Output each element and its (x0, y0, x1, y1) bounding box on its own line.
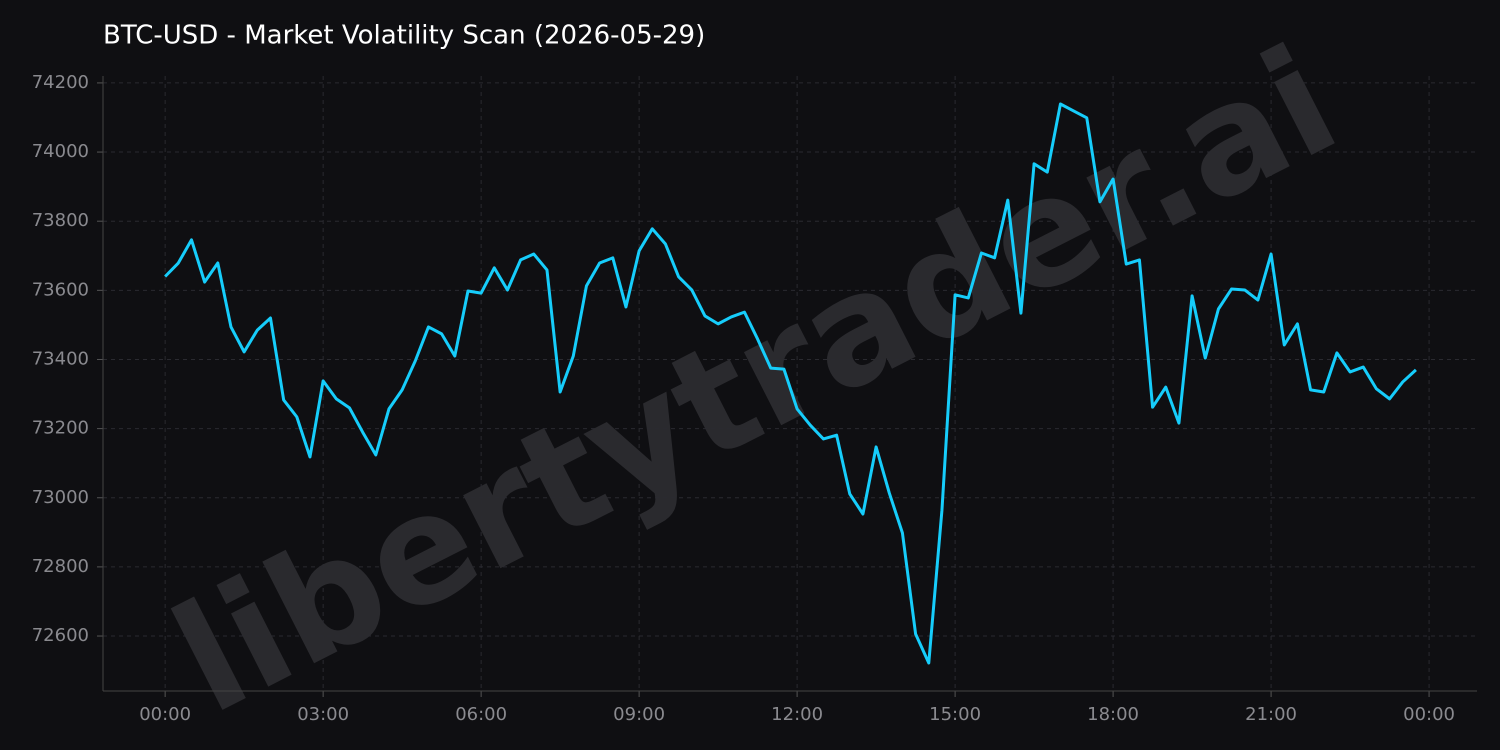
y-tick-label: 73200 (32, 418, 89, 439)
x-tick-label: 06:00 (455, 704, 507, 725)
x-tick-label: 09:00 (613, 704, 665, 725)
x-tick-label: 00:00 (1403, 704, 1455, 725)
x-tick-label: 00:00 (139, 704, 191, 725)
y-tick-label: 73000 (32, 487, 89, 508)
price-line (164, 102, 1417, 665)
x-tick-label: 15:00 (929, 704, 981, 725)
y-tick-label: 73400 (32, 348, 89, 369)
y-tick-label: 73800 (32, 210, 89, 231)
y-tick-label: 72600 (32, 625, 89, 646)
y-tick-label: 74000 (32, 141, 89, 162)
y-tick-label: 72800 (32, 556, 89, 577)
y-tick-label: 73600 (32, 279, 89, 300)
x-tick-label: 18:00 (1087, 704, 1139, 725)
x-tick-label: 21:00 (1245, 704, 1297, 725)
x-tick-label: 03:00 (297, 704, 349, 725)
y-tick-label: 74200 (32, 72, 89, 93)
x-tick-label: 12:00 (771, 704, 823, 725)
chart-title: BTC-USD - Market Volatility Scan (2026-0… (103, 21, 705, 51)
